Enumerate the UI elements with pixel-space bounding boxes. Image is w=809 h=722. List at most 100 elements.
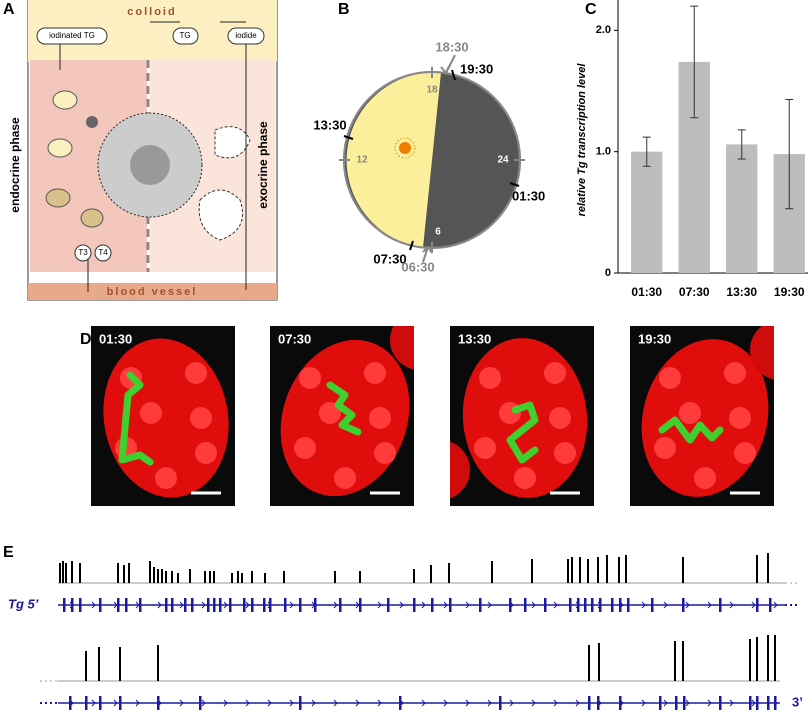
exon [219, 598, 222, 612]
exon [588, 696, 591, 710]
micrograph: 13:30 [450, 326, 594, 506]
nucleolus [190, 407, 212, 429]
exon [651, 598, 654, 612]
image [630, 326, 774, 506]
panel-d: 01:30 07:30 13:30 19:30 [91, 326, 774, 506]
vesicle [47, 138, 73, 158]
exon [499, 696, 502, 710]
exon [524, 598, 527, 612]
panel-label: D [80, 331, 92, 348]
er [198, 126, 251, 241]
y-tick-label: 1.0 [596, 146, 611, 158]
pill [172, 27, 199, 45]
image [91, 326, 235, 506]
y-tick-label: 2.0 [596, 24, 611, 36]
chevron [179, 601, 184, 609]
exon [63, 598, 66, 612]
x-tick-label: 13:30 [726, 285, 757, 299]
arrow [440, 54, 456, 75]
time-label: 13:30 [458, 331, 491, 346]
chevron [443, 601, 448, 609]
chevron [289, 699, 294, 707]
nucleolus [140, 402, 162, 424]
panel-b: 18:30 19:30 13:30 01:30 07:30 06:30 18 1… [313, 39, 545, 274]
nucleolus [155, 467, 177, 489]
chevron [575, 699, 580, 707]
pill [227, 27, 265, 45]
exon [184, 598, 187, 612]
nucleolus [724, 362, 746, 384]
exon [243, 598, 246, 612]
chevron [135, 699, 140, 707]
exon [597, 696, 600, 710]
chevron [267, 699, 272, 707]
sun [399, 142, 411, 154]
nucleolus [729, 407, 751, 429]
exon [619, 696, 622, 710]
exon [71, 598, 74, 612]
chevron [289, 601, 294, 609]
exon [449, 598, 452, 612]
exon [299, 598, 302, 612]
exon [99, 598, 102, 612]
bar [631, 151, 663, 273]
chevron [333, 699, 338, 707]
exon [119, 696, 122, 710]
nucleolus [474, 437, 496, 459]
tick [343, 135, 354, 140]
chevron [685, 699, 690, 707]
chevron [509, 699, 514, 707]
exon [125, 598, 128, 612]
nucleolus [514, 467, 536, 489]
chevron [377, 699, 382, 707]
panel-a: colloid iodinated TG TG iodide endocrine… [8, 0, 278, 301]
exon [769, 598, 772, 612]
exon [591, 598, 594, 612]
x-tick-label: 19:30 [774, 285, 805, 299]
blood-vessel [28, 283, 277, 300]
nucleolus [659, 367, 681, 389]
hour-label: 18 [426, 85, 438, 96]
y-axis-label: relative Tg transcription level [576, 63, 588, 217]
nucleolus [334, 467, 356, 489]
chevron [707, 601, 712, 609]
tick [509, 182, 520, 187]
chevron [377, 601, 382, 609]
time-label: 19:30 [460, 61, 493, 76]
exon [139, 598, 142, 612]
exon [251, 598, 254, 612]
vesicle [45, 188, 71, 208]
micrograph: 19:30 [630, 326, 774, 506]
nucleolus [299, 367, 321, 389]
x-tick-label: 07:30 [679, 285, 710, 299]
exon [767, 696, 770, 710]
pill [94, 244, 112, 262]
lysosome [86, 116, 98, 128]
exon [756, 696, 759, 710]
pill [74, 244, 92, 262]
chevron [245, 699, 250, 707]
error-bar [690, 5, 699, 119]
chevron [663, 601, 668, 609]
vesicle [80, 208, 104, 228]
chevron [311, 699, 316, 707]
error-bar [785, 98, 794, 210]
exon [584, 598, 587, 612]
nucleolus [319, 402, 341, 424]
exon [85, 696, 88, 710]
chevron [201, 699, 206, 707]
sun-rays [394, 137, 416, 159]
neighbor-nucleus [750, 326, 774, 380]
time-label: 13:30 [313, 117, 346, 132]
exon [544, 598, 547, 612]
exon [199, 696, 202, 710]
micrograph: 01:30 [91, 326, 235, 506]
exon [431, 598, 434, 612]
tick [451, 69, 456, 81]
chevron [641, 601, 646, 609]
bar [726, 144, 758, 273]
exon [675, 696, 678, 710]
nucleolus [544, 362, 566, 384]
chevron [707, 699, 712, 707]
panel-label: A [3, 1, 15, 18]
